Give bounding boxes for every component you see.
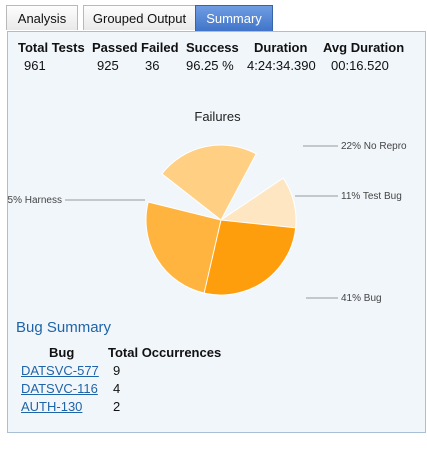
tab-analysis[interactable]: Analysis <box>6 5 78 30</box>
pie-slice-label: 25% Harness <box>8 195 62 206</box>
pie-slice-label: 11% Test Bug <box>341 191 402 202</box>
bug-count: 9 <box>113 363 121 378</box>
header-duration: Duration <box>254 40 308 55</box>
tab-summary[interactable]: Summary <box>195 5 273 32</box>
failures-pie-chart: 41% Bug 25% Harness 22% No Repro 11% Test B… <box>8 141 407 304</box>
bug-summary-title: Bug Summary <box>16 319 112 336</box>
value-failed: 36 <box>145 58 160 73</box>
tab-grouped-output[interactable]: Grouped Output <box>83 5 196 30</box>
pie-slice-label: 22% No Repro <box>341 141 407 152</box>
value-total-tests: 961 <box>24 58 46 73</box>
bug-link-datsvc-577[interactable]: DATSVC-577 <box>21 363 99 378</box>
pie-slice-label: 41% Bug <box>341 293 382 304</box>
pie-slice <box>219 177 297 229</box>
bug-link-auth-130[interactable]: AUTH-130 <box>21 399 83 414</box>
pie-slice <box>145 201 222 294</box>
bug-count: 2 <box>113 399 121 414</box>
bug-link-datsvc-116[interactable]: DATSVC-116 <box>21 381 98 396</box>
value-avg-duration: 00:16.520 <box>331 58 389 73</box>
bug-count: 4 <box>113 381 121 396</box>
header-total-tests: Total Tests <box>18 40 85 55</box>
header-passed: Passed <box>92 40 138 55</box>
value-duration: 4:24:34.390 <box>247 58 316 73</box>
header-avg-duration: Avg Duration <box>323 40 405 55</box>
header-success: Success <box>186 40 239 55</box>
column-bug: Bug <box>49 345 75 360</box>
value-passed: 925 <box>97 58 119 73</box>
summary-panel: Total Tests Passed Failed Success Durati… <box>7 31 426 433</box>
pie-slice <box>161 144 257 221</box>
column-total-occurrences: Total Occurrences <box>108 345 222 360</box>
value-success: 96.25 % <box>186 58 234 73</box>
header-failed: Failed <box>141 40 179 55</box>
chart-title: Failures <box>194 109 241 124</box>
